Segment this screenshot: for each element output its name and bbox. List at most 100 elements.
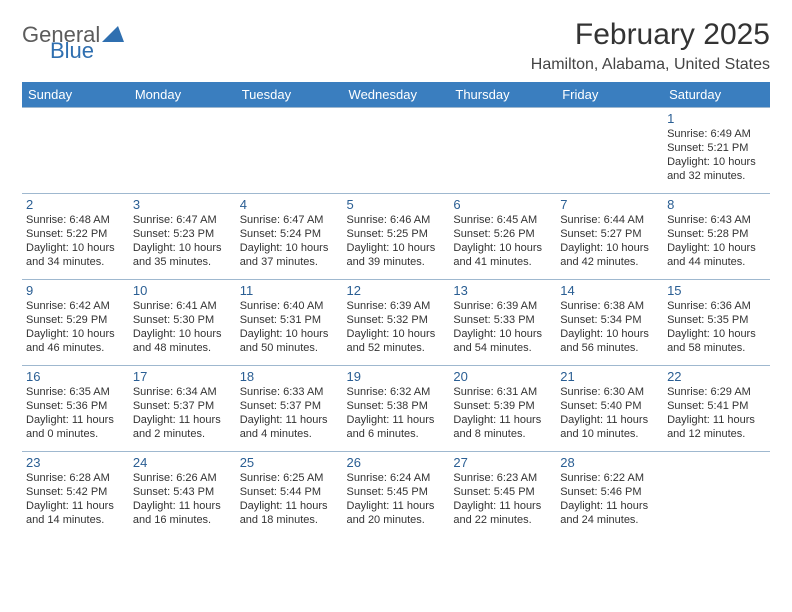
calendar-row: 2Sunrise: 6:48 AMSunset: 5:22 PMDaylight… [22, 194, 770, 280]
empty-cell [449, 108, 556, 194]
day-cell: 28Sunrise: 6:22 AMSunset: 5:46 PMDayligh… [556, 452, 663, 538]
sunrise-line: Sunrise: 6:35 AM [26, 386, 125, 400]
day-number: 1 [667, 111, 766, 127]
day-cell: 21Sunrise: 6:30 AMSunset: 5:40 PMDayligh… [556, 366, 663, 452]
day-number: 25 [240, 455, 339, 471]
daylight-line: Daylight: 10 hours and 42 minutes. [560, 242, 659, 270]
sunrise-line: Sunrise: 6:46 AM [347, 214, 446, 228]
daylight-line: Daylight: 11 hours and 10 minutes. [560, 414, 659, 442]
day-cell: 10Sunrise: 6:41 AMSunset: 5:30 PMDayligh… [129, 280, 236, 366]
daylight-line: Daylight: 11 hours and 12 minutes. [667, 414, 766, 442]
daylight-line: Daylight: 11 hours and 18 minutes. [240, 500, 339, 528]
sunset-line: Sunset: 5:43 PM [133, 486, 232, 500]
page-title: February 2025 [531, 18, 770, 52]
day-number: 18 [240, 369, 339, 385]
day-cell: 1Sunrise: 6:49 AMSunset: 5:21 PMDaylight… [663, 108, 770, 194]
daylight-line: Daylight: 10 hours and 54 minutes. [453, 328, 552, 356]
sunset-line: Sunset: 5:32 PM [347, 314, 446, 328]
sunset-line: Sunset: 5:26 PM [453, 228, 552, 242]
daylight-line: Daylight: 10 hours and 41 minutes. [453, 242, 552, 270]
sunset-line: Sunset: 5:42 PM [26, 486, 125, 500]
sunset-line: Sunset: 5:39 PM [453, 400, 552, 414]
sunrise-line: Sunrise: 6:49 AM [667, 128, 766, 142]
sunset-line: Sunset: 5:22 PM [26, 228, 125, 242]
daylight-line: Daylight: 11 hours and 16 minutes. [133, 500, 232, 528]
weekday-header: Monday [129, 82, 236, 108]
sunrise-line: Sunrise: 6:25 AM [240, 472, 339, 486]
daylight-line: Daylight: 10 hours and 37 minutes. [240, 242, 339, 270]
sunset-line: Sunset: 5:46 PM [560, 486, 659, 500]
sunrise-line: Sunrise: 6:47 AM [240, 214, 339, 228]
day-number: 23 [26, 455, 125, 471]
sunrise-line: Sunrise: 6:30 AM [560, 386, 659, 400]
day-cell: 23Sunrise: 6:28 AMSunset: 5:42 PMDayligh… [22, 452, 129, 538]
day-number: 21 [560, 369, 659, 385]
sunset-line: Sunset: 5:28 PM [667, 228, 766, 242]
daylight-line: Daylight: 11 hours and 8 minutes. [453, 414, 552, 442]
sunset-line: Sunset: 5:21 PM [667, 142, 766, 156]
weekday-header: Thursday [449, 82, 556, 108]
sunrise-line: Sunrise: 6:44 AM [560, 214, 659, 228]
day-number: 7 [560, 197, 659, 213]
day-cell: 11Sunrise: 6:40 AMSunset: 5:31 PMDayligh… [236, 280, 343, 366]
day-number: 5 [347, 197, 446, 213]
sunrise-line: Sunrise: 6:22 AM [560, 472, 659, 486]
logo-text: General Blue [22, 24, 124, 62]
sunset-line: Sunset: 5:40 PM [560, 400, 659, 414]
weekday-header: Wednesday [343, 82, 450, 108]
sunrise-line: Sunrise: 6:47 AM [133, 214, 232, 228]
sunrise-line: Sunrise: 6:39 AM [347, 300, 446, 314]
daylight-line: Daylight: 10 hours and 52 minutes. [347, 328, 446, 356]
sunrise-line: Sunrise: 6:43 AM [667, 214, 766, 228]
day-cell: 3Sunrise: 6:47 AMSunset: 5:23 PMDaylight… [129, 194, 236, 280]
day-cell: 17Sunrise: 6:34 AMSunset: 5:37 PMDayligh… [129, 366, 236, 452]
day-cell: 7Sunrise: 6:44 AMSunset: 5:27 PMDaylight… [556, 194, 663, 280]
day-number: 6 [453, 197, 552, 213]
sunrise-line: Sunrise: 6:48 AM [26, 214, 125, 228]
calendar-row: 1Sunrise: 6:49 AMSunset: 5:21 PMDaylight… [22, 108, 770, 194]
sunrise-line: Sunrise: 6:23 AM [453, 472, 552, 486]
day-number: 19 [347, 369, 446, 385]
day-number: 4 [240, 197, 339, 213]
daylight-line: Daylight: 10 hours and 35 minutes. [133, 242, 232, 270]
empty-cell [22, 108, 129, 194]
day-cell: 18Sunrise: 6:33 AMSunset: 5:37 PMDayligh… [236, 366, 343, 452]
daylight-line: Daylight: 11 hours and 20 minutes. [347, 500, 446, 528]
day-cell: 8Sunrise: 6:43 AMSunset: 5:28 PMDaylight… [663, 194, 770, 280]
day-number: 28 [560, 455, 659, 471]
sunset-line: Sunset: 5:45 PM [347, 486, 446, 500]
weekday-header: Sunday [22, 82, 129, 108]
calendar-table: SundayMondayTuesdayWednesdayThursdayFrid… [22, 82, 770, 538]
sunset-line: Sunset: 5:38 PM [347, 400, 446, 414]
sunset-line: Sunset: 5:37 PM [240, 400, 339, 414]
weekday-header: Saturday [663, 82, 770, 108]
daylight-line: Daylight: 11 hours and 0 minutes. [26, 414, 125, 442]
empty-cell [129, 108, 236, 194]
day-number: 16 [26, 369, 125, 385]
day-cell: 14Sunrise: 6:38 AMSunset: 5:34 PMDayligh… [556, 280, 663, 366]
day-cell: 6Sunrise: 6:45 AMSunset: 5:26 PMDaylight… [449, 194, 556, 280]
sunset-line: Sunset: 5:45 PM [453, 486, 552, 500]
sunrise-line: Sunrise: 6:45 AM [453, 214, 552, 228]
day-cell: 4Sunrise: 6:47 AMSunset: 5:24 PMDaylight… [236, 194, 343, 280]
calendar-row: 9Sunrise: 6:42 AMSunset: 5:29 PMDaylight… [22, 280, 770, 366]
sunset-line: Sunset: 5:24 PM [240, 228, 339, 242]
logo: General Blue [22, 18, 124, 62]
day-cell: 26Sunrise: 6:24 AMSunset: 5:45 PMDayligh… [343, 452, 450, 538]
day-cell: 27Sunrise: 6:23 AMSunset: 5:45 PMDayligh… [449, 452, 556, 538]
day-number: 11 [240, 283, 339, 299]
sunset-line: Sunset: 5:25 PM [347, 228, 446, 242]
header: General Blue February 2025 Hamilton, Ala… [22, 18, 770, 74]
sunrise-line: Sunrise: 6:42 AM [26, 300, 125, 314]
sunset-line: Sunset: 5:36 PM [26, 400, 125, 414]
daylight-line: Daylight: 11 hours and 24 minutes. [560, 500, 659, 528]
calendar-page: General Blue February 2025 Hamilton, Ala… [0, 0, 792, 538]
weekday-header: Tuesday [236, 82, 343, 108]
day-number: 15 [667, 283, 766, 299]
daylight-line: Daylight: 10 hours and 48 minutes. [133, 328, 232, 356]
weekday-header: Friday [556, 82, 663, 108]
day-number: 8 [667, 197, 766, 213]
day-number: 14 [560, 283, 659, 299]
sunset-line: Sunset: 5:34 PM [560, 314, 659, 328]
day-number: 9 [26, 283, 125, 299]
